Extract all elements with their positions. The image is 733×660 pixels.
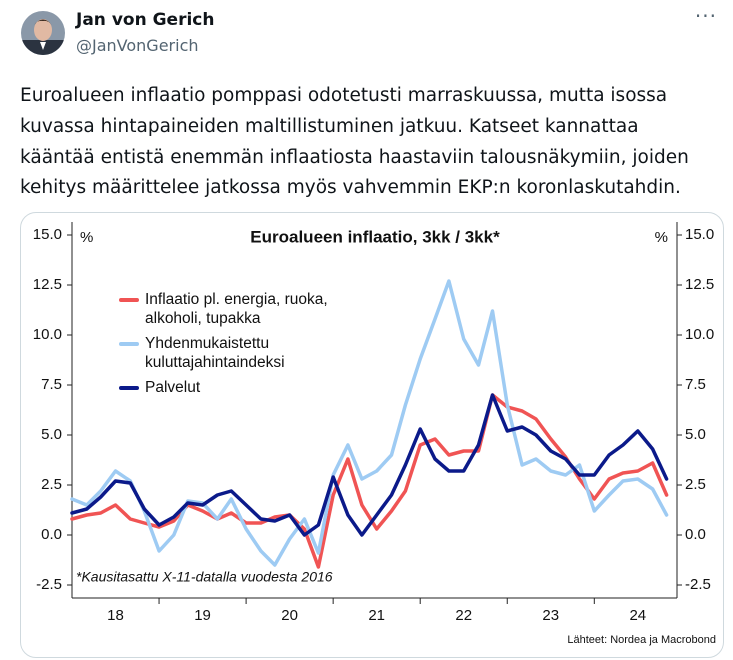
y-tick-label: 15.0 bbox=[33, 226, 62, 243]
legend-label: Yhdenmukaistettu kuluttajahintaindeksi bbox=[145, 335, 285, 371]
y2-axis-label: % bbox=[655, 229, 668, 246]
tweet-text: Euroalueen inflaatio pomppasi odotetusti… bbox=[20, 85, 668, 106]
legend-item: Palvelut bbox=[119, 378, 360, 397]
chart-title: Euroalueen inflaatio, 3kk / 3kk* bbox=[250, 227, 500, 246]
x-tick-label: 23 bbox=[542, 607, 559, 624]
y2-tick-label: 2.5 bbox=[685, 476, 706, 493]
y2-tick-label: 0.0 bbox=[685, 526, 706, 543]
tweet-text: kuvassa hintapaineiden maltillistuminen … bbox=[20, 116, 639, 137]
author-name[interactable]: Jan von Gerich bbox=[76, 10, 215, 30]
tweet-text: kääntää entistä enemmän inflaatiosta haa… bbox=[20, 147, 689, 168]
x-tick-label: 19 bbox=[194, 607, 211, 624]
legend-label: Palvelut bbox=[145, 379, 201, 396]
x-tick-label: 24 bbox=[629, 607, 646, 624]
y-tick-label: 2.5 bbox=[41, 476, 62, 493]
y2-tick-label: 10.0 bbox=[685, 326, 714, 343]
legend-item: Inflaatio pl. energia, ruoka, alkoholi, … bbox=[119, 290, 360, 328]
y2-tick-label: 7.5 bbox=[685, 376, 706, 393]
y-tick-label: 0.0 bbox=[41, 526, 62, 543]
series-line bbox=[70, 393, 669, 537]
x-tick-label: 21 bbox=[368, 607, 385, 624]
legend: Inflaatio pl. energia, ruoka, alkoholi, … bbox=[119, 290, 360, 403]
series-line bbox=[70, 393, 669, 569]
legend-swatch bbox=[119, 342, 139, 346]
tweet-text: kehitys määrittelee jatkossa myös vahvem… bbox=[20, 177, 681, 198]
y-tick-label: 10.0 bbox=[33, 326, 62, 343]
y-tick-label: 5.0 bbox=[41, 426, 62, 443]
author-handle[interactable]: @JanVonGerich bbox=[76, 36, 199, 55]
source: Lähteet: Nordea ja Macrobond bbox=[567, 634, 716, 646]
more-button[interactable]: ··· bbox=[694, 4, 717, 28]
legend-item: Yhdenmukaistettu kuluttajahintaindeksi bbox=[119, 334, 360, 372]
y2-tick-label: -2.5 bbox=[685, 576, 711, 593]
y2-tick-label: 12.5 bbox=[685, 276, 714, 293]
y2-tick-label: 15.0 bbox=[685, 226, 714, 243]
footnote: *Kausitasattu X-11-datalla vuodesta 2016 bbox=[76, 569, 333, 585]
y-axis-label: % bbox=[80, 229, 93, 246]
legend-label: Inflaatio pl. energia, ruoka, alkoholi, … bbox=[145, 291, 328, 327]
legend-swatch bbox=[119, 386, 139, 390]
legend-swatch bbox=[119, 298, 139, 302]
avatar[interactable] bbox=[20, 10, 66, 56]
x-tick-label: 18 bbox=[107, 607, 124, 624]
y-tick-label: -2.5 bbox=[36, 576, 62, 593]
series-line bbox=[70, 279, 669, 567]
y-tick-label: 12.5 bbox=[33, 276, 62, 293]
x-tick-label: 22 bbox=[455, 607, 472, 624]
media-card[interactable] bbox=[20, 212, 724, 658]
x-tick-label: 20 bbox=[281, 607, 298, 624]
y-tick-label: 7.5 bbox=[41, 376, 62, 393]
y2-tick-label: 5.0 bbox=[685, 426, 706, 443]
